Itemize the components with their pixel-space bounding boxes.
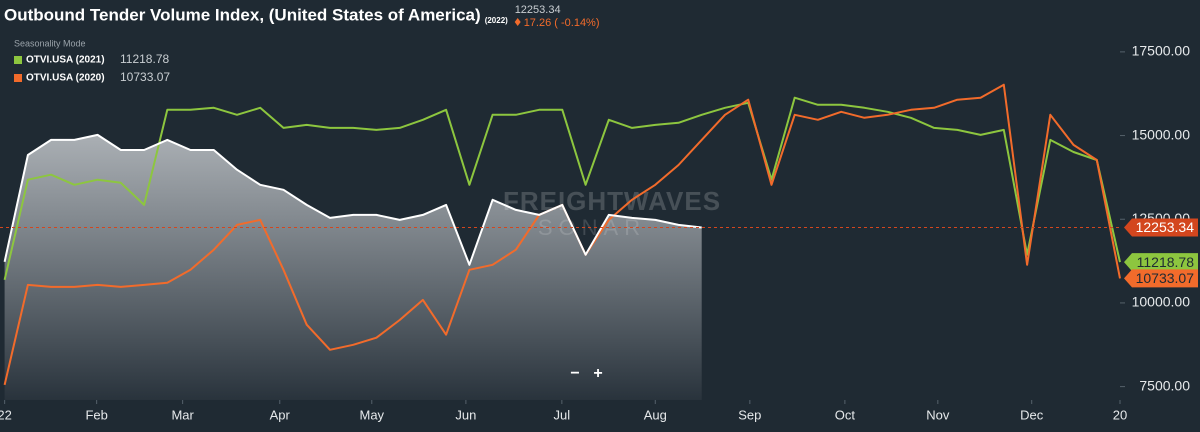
x-tick-label: May	[360, 407, 385, 422]
x-tick-label: Sep	[738, 407, 761, 422]
value-badge-label: 10733.07	[1136, 270, 1195, 286]
y-tick-label: 17500.00	[1132, 43, 1191, 59]
x-tick-label: Dec	[1020, 407, 1044, 422]
current-value: 12253.34	[515, 4, 561, 16]
legend-swatch	[14, 56, 22, 64]
legend-value: 10733.07	[120, 70, 170, 84]
zoom-in[interactable]: +	[593, 365, 602, 382]
area	[4, 134, 702, 400]
legend-swatch	[14, 74, 22, 82]
x-tick-label: Mar	[171, 407, 194, 422]
y-tick-label: 7500.00	[1139, 377, 1190, 393]
watermark: FREIGHTWAVES	[503, 186, 721, 216]
legend-value: 11218.78	[120, 52, 169, 66]
x-tick-label: 20	[1113, 407, 1127, 422]
y-tick-label: 15000.00	[1132, 126, 1191, 142]
series-line	[3, 96, 1121, 281]
change-icon	[514, 18, 521, 26]
x-tick-label: Feb	[85, 407, 107, 422]
subtitle: Seasonality Mode	[14, 38, 86, 48]
series-line	[3, 133, 702, 266]
legend-label: OTVI.USA (2021)	[26, 55, 105, 66]
zoom-out[interactable]: −	[570, 365, 579, 382]
value-badge-label: 12253.34	[1136, 219, 1195, 235]
x-tick-label: Oct	[835, 407, 856, 422]
x-tick-label: Aug	[644, 407, 667, 422]
x-tick-label: Jul	[554, 407, 571, 422]
current-change: 17.26 ( -0.14%)	[524, 17, 600, 29]
value-badge	[1124, 218, 1198, 237]
x-tick-label: Apr	[270, 407, 291, 422]
y-tick-label: 10000.00	[1132, 294, 1191, 310]
x-tick-label: Nov	[926, 407, 950, 422]
legend-label: OTVI.USA (2020)	[26, 73, 105, 84]
x-tick-label: 22	[0, 407, 12, 422]
title-tag: (2022)	[485, 16, 508, 25]
value-badge	[1124, 253, 1198, 272]
value-badge-label: 11218.78	[1137, 254, 1195, 270]
x-tick-label: Jun	[455, 407, 476, 422]
chart-title: Outbound Tender Volume Index, (United St…	[4, 5, 481, 24]
value-badge	[1124, 269, 1198, 288]
